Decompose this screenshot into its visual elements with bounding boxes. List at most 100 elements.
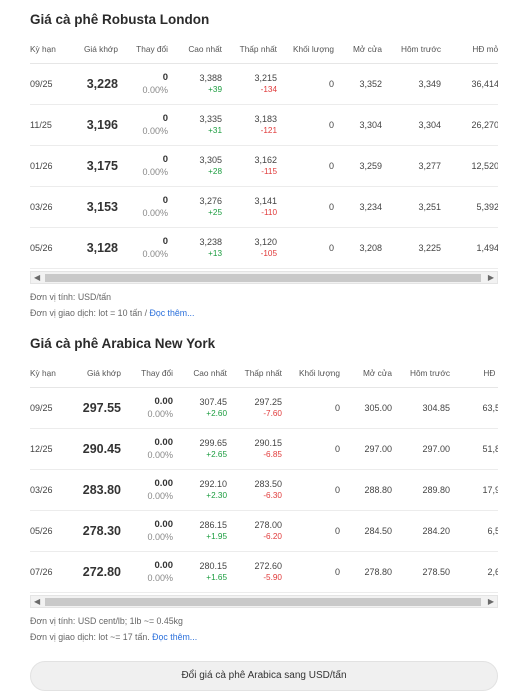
high-cell: 286.15 +1.95 bbox=[173, 519, 227, 543]
low-cell: 3,183 -121 bbox=[222, 113, 277, 137]
volume-cell: 0 bbox=[328, 120, 334, 130]
prev-cell: 297.00 bbox=[422, 444, 450, 454]
low-value: 3,215 bbox=[254, 73, 277, 83]
term-cell: 11/25 bbox=[30, 120, 52, 130]
change-value: 0 bbox=[162, 236, 168, 247]
robusta-title: Giá cà phê Robusta London bbox=[30, 12, 210, 27]
high-diff: +2.60 bbox=[206, 409, 227, 418]
column-header[interactable]: Giá khớp bbox=[86, 367, 121, 378]
low-value: 3,183 bbox=[254, 114, 277, 124]
table-row[interactable]: 07/26 272.80 0.00 0.00% 280.15 +1.65 272.60 -5.… bbox=[30, 552, 498, 593]
column-header[interactable]: Kỳ hạn bbox=[30, 43, 56, 54]
table-row[interactable]: 03/26 3,153 0 0.00% 3,276 +25 3,141 -110 0 3,234 3… bbox=[30, 187, 498, 228]
column-header[interactable]: Mở cửa bbox=[363, 367, 392, 378]
open-cell: 3,304 bbox=[359, 120, 382, 130]
open-cell: 297.00 bbox=[364, 444, 392, 454]
term-cell: 01/26 bbox=[30, 161, 53, 171]
prev-cell: 278.50 bbox=[422, 567, 450, 577]
column-header[interactable]: HĐ mở bbox=[483, 367, 498, 378]
change-percent: 0.00% bbox=[142, 85, 168, 95]
change-percent: 0.00% bbox=[142, 208, 168, 218]
column-header[interactable]: Hôm trước bbox=[409, 367, 450, 378]
price-cell: 3,153 bbox=[86, 200, 118, 214]
arabica-section: Giá cà phê Arabica New York Kỳ hạn Giá kh… bbox=[30, 333, 498, 645]
arabica-table-viewport: Kỳ hạn Giá khớp Thay đổi Cao nhất Thấp nhất K… bbox=[30, 358, 498, 593]
change-value: 0.00 bbox=[154, 519, 174, 530]
table-row[interactable]: 11/25 3,196 0 0.00% 3,335 +31 3,183 -121 0 3,304 3… bbox=[30, 105, 498, 146]
column-header[interactable]: Kỳ hạn bbox=[30, 367, 56, 378]
change-percent: 0.00% bbox=[147, 532, 173, 542]
table-row[interactable]: 12/25 290.45 0.00 0.00% 299.65 +2.65 290.15 -6.… bbox=[30, 429, 498, 470]
scroll-left-icon[interactable]: ◀ bbox=[34, 273, 41, 282]
column-header[interactable]: Khối lượng bbox=[293, 43, 334, 54]
column-header[interactable]: Thấp nhất bbox=[239, 43, 277, 54]
table-row[interactable]: 09/25 3,228 0 0.00% 3,388 +39 3,215 -134 0 3,352 3… bbox=[30, 64, 498, 105]
low-diff: -105 bbox=[260, 249, 277, 258]
table-row[interactable]: 01/26 3,175 0 0.00% 3,305 +28 3,162 -115 0 3,259 3… bbox=[30, 146, 498, 187]
term-cell: 09/25 bbox=[30, 79, 53, 89]
low-value: 290.15 bbox=[254, 438, 282, 448]
prev-cell: 3,225 bbox=[418, 243, 441, 253]
change-cell: 0 0.00% bbox=[118, 154, 168, 178]
open-cell: 288.80 bbox=[364, 485, 392, 495]
column-header[interactable]: Mở cửa bbox=[353, 43, 382, 54]
low-diff: -6.20 bbox=[263, 532, 282, 541]
arabica-read-more-link[interactable]: Đọc thêm... bbox=[152, 632, 198, 642]
low-cell: 3,141 -110 bbox=[222, 195, 277, 219]
column-header[interactable]: Thay đổi bbox=[136, 43, 168, 54]
column-header[interactable]: HĐ mở bbox=[472, 43, 498, 54]
robusta-section: Giá cà phê Robusta London Kỳ hạn Giá khớp… bbox=[30, 9, 498, 321]
open-cell: 3,234 bbox=[359, 202, 382, 212]
table-row[interactable]: 05/26 3,128 0 0.00% 3,238 +13 3,120 -105 0 3,208 3… bbox=[30, 228, 498, 269]
term-cell: 12/25 bbox=[30, 444, 53, 454]
change-cell: 0 0.00% bbox=[118, 113, 168, 137]
high-diff: +13 bbox=[208, 249, 222, 258]
table-row[interactable]: 09/25 297.55 0.00 0.00% 307.45 +2.60 297.25 -7.… bbox=[30, 388, 498, 429]
price-cell: 297.55 bbox=[82, 401, 121, 415]
high-value: 307.45 bbox=[199, 397, 227, 407]
change-value: 0.00 bbox=[154, 560, 174, 571]
open-cell: 278.80 bbox=[364, 567, 392, 577]
robusta-scroll-thumb[interactable] bbox=[45, 274, 481, 282]
low-diff: -7.60 bbox=[263, 409, 282, 418]
robusta-table-viewport: Kỳ hạn Giá khớp Thay đổi Cao nhất Thấp nhất K… bbox=[30, 34, 498, 269]
price-cell: 3,228 bbox=[86, 77, 118, 91]
scroll-right-icon[interactable]: ▶ bbox=[487, 597, 494, 606]
change-percent: 0.00% bbox=[147, 409, 173, 419]
high-diff: +2.30 bbox=[206, 491, 227, 500]
change-cell: 0.00 0.00% bbox=[121, 437, 173, 461]
robusta-scrollbar[interactable]: ◀ ▶ bbox=[30, 271, 498, 284]
low-cell: 3,120 -105 bbox=[222, 236, 277, 260]
column-header[interactable]: Cao nhất bbox=[188, 43, 222, 54]
column-header[interactable]: Thấp nhất bbox=[244, 367, 282, 378]
column-header[interactable]: Hôm trước bbox=[400, 43, 441, 54]
high-cell: 3,305 +28 bbox=[168, 154, 222, 178]
scroll-left-icon[interactable]: ◀ bbox=[34, 597, 41, 606]
prev-cell: 3,251 bbox=[418, 202, 441, 212]
open-cell: 3,259 bbox=[359, 161, 382, 171]
volume-cell: 0 bbox=[328, 161, 334, 171]
arabica-unit-note: Đơn vị tính: USD cent/lb; 1lb ~= 0.45kg bbox=[30, 616, 183, 626]
scroll-right-icon[interactable]: ▶ bbox=[487, 273, 494, 282]
column-header[interactable]: Thay đổi bbox=[141, 367, 173, 378]
low-diff: -134 bbox=[260, 85, 277, 94]
change-value: 0 bbox=[162, 72, 168, 83]
low-cell: 297.25 -7.60 bbox=[227, 396, 282, 420]
arabica-scroll-thumb[interactable] bbox=[45, 598, 481, 606]
column-header[interactable]: Khối lượng bbox=[299, 367, 340, 378]
change-percent: 0.00% bbox=[142, 249, 168, 259]
table-row[interactable]: 03/26 283.80 0.00 0.00% 292.10 +2.30 283.50 -6.… bbox=[30, 470, 498, 511]
prev-cell: 284.20 bbox=[422, 526, 450, 536]
robusta-read-more-link[interactable]: Đọc thêm... bbox=[149, 308, 195, 318]
volume-cell: 0 bbox=[334, 444, 340, 454]
column-header[interactable]: Cao nhất bbox=[193, 367, 227, 378]
table-row[interactable]: 05/26 278.30 0.00 0.00% 286.15 +1.95 278.00 -6.… bbox=[30, 511, 498, 552]
low-value: 278.00 bbox=[254, 520, 282, 530]
arabica-table-header: Kỳ hạn Giá khớp Thay đổi Cao nhất Thấp nhất K… bbox=[30, 358, 498, 388]
column-header[interactable]: Giá khớp bbox=[83, 43, 118, 54]
open-cell: 305.00 bbox=[364, 403, 392, 413]
convert-arabica-button[interactable]: Đổi giá cà phê Arabica sang USD/tấn bbox=[30, 661, 498, 691]
low-diff: -115 bbox=[261, 167, 277, 176]
open-interest-cell: 63,578 bbox=[482, 403, 498, 413]
arabica-scrollbar[interactable]: ◀ ▶ bbox=[30, 595, 498, 608]
